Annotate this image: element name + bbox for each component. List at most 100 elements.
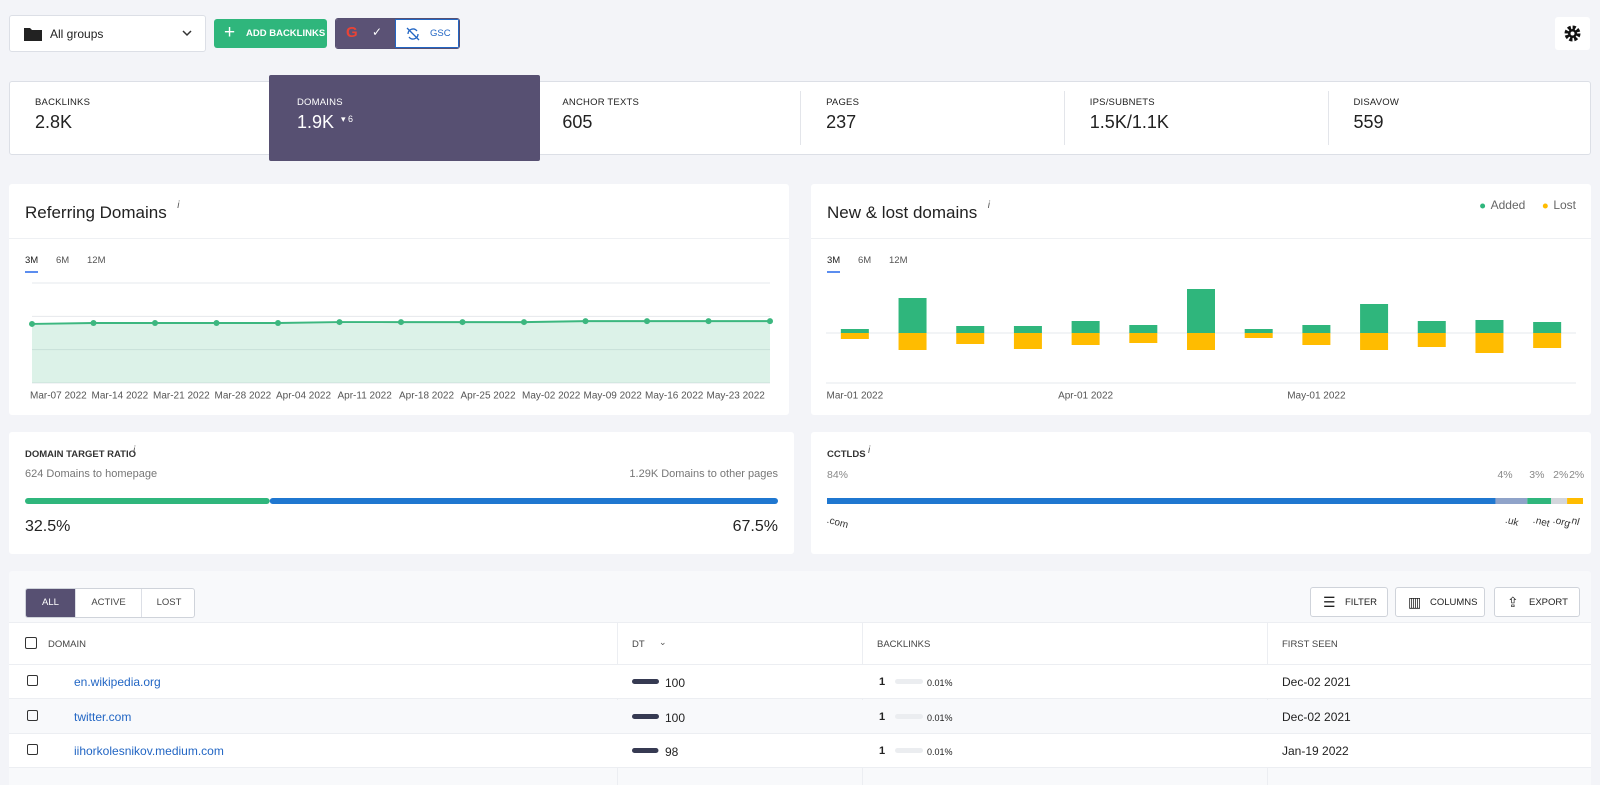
graphic bbox=[632, 713, 659, 719]
graphic: Mar-07 2022 Mar-14 2022 Mar-21 2022 Mar-28 … bbox=[29, 282, 773, 402]
stat-label: BACKLINKS bbox=[35, 97, 91, 108]
period-tab[interactable]: 3M bbox=[25, 255, 39, 273]
gsc-toggle[interactable]: G ✓ GSC bbox=[335, 18, 460, 49]
change-value: 6 bbox=[348, 114, 354, 124]
stat-label: DISAVOW bbox=[1353, 97, 1400, 108]
period-tab[interactable]: 12M bbox=[889, 255, 908, 266]
bar bbox=[840, 329, 869, 333]
graphic bbox=[182, 30, 192, 37]
ratio-value-left: 32.5% bbox=[25, 518, 71, 535]
x-tick-label: May-01 2022 bbox=[1287, 391, 1346, 402]
bar bbox=[840, 333, 869, 339]
graphic bbox=[632, 748, 659, 753]
dt-bar bbox=[632, 748, 659, 753]
group-select[interactable]: All groups bbox=[9, 15, 206, 52]
point bbox=[644, 318, 650, 325]
gsc-right: GSC bbox=[395, 19, 459, 48]
header-row bbox=[9, 622, 1591, 665]
info-icon: i bbox=[987, 200, 991, 211]
tab-active[interactable]: ALL bbox=[26, 589, 75, 617]
cctld-name: .org bbox=[1552, 515, 1571, 530]
settings-button[interactable] bbox=[1555, 17, 1590, 50]
ratio-title: DOMAIN TARGET RATIO bbox=[25, 449, 136, 460]
bar bbox=[956, 326, 985, 333]
legend-dot bbox=[1480, 203, 1486, 209]
row-checkbox[interactable] bbox=[27, 709, 38, 721]
share-label: 0.01% bbox=[927, 712, 953, 723]
cctld-name: .net bbox=[1532, 515, 1551, 530]
bar bbox=[956, 333, 985, 344]
bar bbox=[1360, 333, 1389, 350]
legend-label: Added bbox=[1491, 198, 1526, 212]
chart-panel: New & lost domains i 3M 6M 12M Mar-01 2022 Apr… bbox=[811, 184, 1591, 415]
cctld-name: .com bbox=[826, 515, 850, 531]
column-header[interactable]: BACKLINKS bbox=[877, 639, 931, 650]
stat-card-active[interactable]: DOMAINS 1.9K ▾ 6 bbox=[269, 75, 540, 161]
cctld-segment bbox=[1567, 498, 1583, 504]
google-icon: G bbox=[346, 24, 358, 41]
tab[interactable]: ACTIVE bbox=[75, 589, 141, 617]
period-tab[interactable]: 3M bbox=[827, 255, 841, 273]
share-track bbox=[895, 748, 923, 753]
graphic bbox=[895, 713, 923, 719]
graphic: 84% .com 4% .uk 3% .net 2% .org 2% .nl bbox=[826, 469, 1585, 531]
stat-label: ANCHOR TEXTS bbox=[562, 97, 640, 108]
add-backlinks-button[interactable]: + ADD BACKLINKS bbox=[214, 19, 327, 48]
period-tab[interactable]: 6M bbox=[56, 255, 70, 266]
panel-divider bbox=[811, 238, 1591, 239]
x-tick-label: Apr-01 2022 bbox=[1058, 391, 1113, 402]
column-header[interactable]: DOMAIN bbox=[48, 639, 86, 650]
cctld-segment bbox=[1527, 498, 1552, 504]
domain-link[interactable]: iihorkolesnikov.medium.com bbox=[74, 744, 224, 758]
first-seen: Jan-19 2022 bbox=[1282, 744, 1349, 758]
bar bbox=[1475, 333, 1504, 353]
table-panel: ALL ACTIVE LOST ☰ FILTER ▥ COLUMNS ⇪ EXPORT DOMAI… bbox=[9, 571, 1591, 785]
x-tick-label: Mar-14 2022 bbox=[92, 391, 149, 402]
cctld-segment bbox=[827, 498, 1496, 504]
share-label: 0.01% bbox=[927, 678, 953, 688]
header-checkbox[interactable] bbox=[25, 637, 37, 649]
graphic bbox=[1564, 25, 1581, 42]
ratio-segment bbox=[269, 498, 778, 504]
stat-card[interactable]: DISAVOW 559 bbox=[1327, 81, 1591, 155]
period-tab[interactable]: 12M bbox=[87, 255, 106, 266]
column-header[interactable]: FIRST SEEN bbox=[1282, 639, 1338, 650]
legend-dot bbox=[1542, 203, 1548, 209]
x-tick-label: Apr-04 2022 bbox=[276, 391, 331, 402]
column-header[interactable]: DT bbox=[632, 639, 645, 650]
toolbar-button[interactable]: ⇪ EXPORT bbox=[1494, 587, 1580, 617]
x-tick-label: Mar-01 2022 bbox=[826, 391, 883, 402]
stat-card[interactable]: BACKLINKS 2.8K bbox=[9, 81, 272, 155]
bar bbox=[1533, 333, 1562, 348]
stat-card[interactable]: PAGES 237 bbox=[800, 81, 1063, 155]
stat-value: 1.5K/1.1K bbox=[1089, 112, 1169, 132]
point bbox=[521, 319, 527, 326]
tab[interactable]: LOST bbox=[141, 589, 194, 617]
gear bbox=[1564, 25, 1581, 42]
domain-link[interactable]: en.wikipedia.org bbox=[74, 675, 161, 689]
point bbox=[213, 320, 220, 326]
stat-divider bbox=[1063, 91, 1065, 145]
folder-icon bbox=[24, 28, 42, 41]
stat-card[interactable]: IPS/SUBNETS 1.5K/1.1K bbox=[1063, 81, 1327, 155]
dt-value: 100 bbox=[665, 676, 686, 690]
sort-icon: ⌄ bbox=[659, 637, 667, 647]
row-checkbox[interactable] bbox=[27, 675, 38, 686]
dt-value: 100 bbox=[665, 710, 686, 725]
toolbar-button[interactable]: ☰ FILTER bbox=[1310, 587, 1388, 617]
stat-value: 2.8K bbox=[35, 112, 73, 132]
domain-link[interactable]: twitter.com bbox=[74, 709, 132, 724]
toolbar-button[interactable]: ▥ COLUMNS bbox=[1395, 587, 1485, 617]
point bbox=[398, 319, 404, 326]
row bbox=[9, 665, 1591, 699]
stat-card[interactable]: ANCHOR TEXTS 605 bbox=[536, 81, 799, 155]
period-tab[interactable]: 6M bbox=[858, 255, 872, 266]
gsc-left: G ✓ bbox=[336, 19, 395, 48]
row-checkbox[interactable] bbox=[27, 744, 38, 755]
button-label: COLUMNS bbox=[1430, 597, 1478, 608]
bar bbox=[1244, 329, 1273, 333]
x-tick-label: May-16 2022 bbox=[645, 391, 704, 402]
ratio-value-right: 67.5% bbox=[732, 518, 778, 535]
graphic bbox=[24, 28, 42, 41]
bar bbox=[1187, 289, 1215, 333]
